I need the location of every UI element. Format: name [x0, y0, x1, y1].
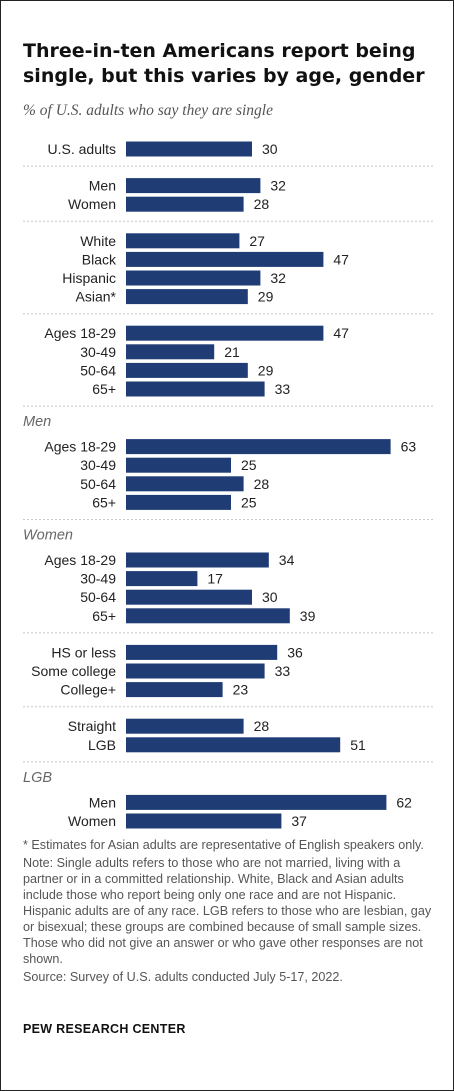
data-label: 17	[207, 571, 223, 587]
data-label: 39	[300, 608, 316, 624]
bar	[126, 178, 261, 194]
data-label: 27	[249, 233, 265, 249]
category-label: Women	[68, 813, 116, 829]
bar	[126, 457, 231, 473]
bar	[126, 289, 248, 305]
category-label: Men	[89, 178, 116, 194]
category-label: U.S. adults	[48, 141, 116, 157]
bar	[126, 794, 387, 810]
data-label: 25	[241, 494, 257, 510]
bar	[126, 552, 269, 568]
category-label: 30-49	[80, 457, 116, 473]
data-label: 33	[275, 663, 291, 679]
bar	[126, 663, 265, 679]
bar	[126, 737, 341, 753]
data-label: 37	[291, 813, 307, 829]
bar	[126, 494, 231, 510]
bar	[126, 644, 278, 660]
data-label: 47	[333, 251, 349, 267]
category-label: 30-49	[80, 344, 116, 360]
bar	[126, 251, 324, 267]
category-label: Straight	[68, 718, 116, 734]
data-label: 47	[333, 325, 349, 341]
bar	[126, 381, 265, 397]
bar	[126, 608, 290, 624]
category-label: 50-64	[80, 362, 116, 378]
data-label: 34	[279, 552, 295, 568]
group-label: LGB	[23, 770, 52, 786]
bar	[126, 141, 252, 157]
bar	[126, 718, 244, 734]
data-label: 62	[396, 794, 412, 810]
data-label: 36	[287, 644, 303, 660]
category-label: 30-49	[80, 571, 116, 587]
category-label: Ages 18-29	[44, 325, 116, 341]
bar	[126, 813, 282, 829]
data-label: 32	[270, 270, 286, 286]
bar	[126, 325, 324, 341]
chart-subtitle: % of U.S. adults who say they are single	[23, 102, 273, 119]
category-label: White	[80, 233, 116, 249]
data-label: 30	[262, 141, 278, 157]
data-label: 29	[258, 289, 274, 305]
bar	[126, 476, 244, 492]
asterisk-note: * Estimates for Asian adults are represe…	[23, 838, 424, 852]
data-label: 32	[270, 178, 286, 194]
group-label: Men	[23, 414, 51, 430]
data-label: 28	[254, 196, 270, 212]
data-label: 30	[262, 589, 278, 605]
category-label: Black	[82, 251, 117, 267]
category-label: Ages 18-29	[44, 439, 116, 455]
category-label: College+	[60, 682, 116, 698]
category-label: 65+	[92, 608, 116, 624]
data-label: 29	[258, 362, 274, 378]
category-label: Hispanic	[62, 270, 116, 286]
category-label: Ages 18-29	[44, 552, 116, 568]
data-label: 51	[350, 737, 366, 753]
data-label: 33	[275, 381, 291, 397]
data-label: 25	[241, 457, 257, 473]
bar	[126, 589, 252, 605]
bar	[126, 439, 391, 455]
category-label: Men	[89, 794, 116, 810]
group-label: Women	[23, 528, 73, 544]
category-label: Asian*	[76, 289, 117, 305]
bar	[126, 682, 223, 698]
category-label: Women	[68, 196, 116, 212]
chart-title: Three-in-ten Americans report being sing…	[23, 40, 425, 87]
category-label: LGB	[88, 737, 116, 753]
bar	[126, 233, 240, 249]
data-label: 63	[401, 439, 417, 455]
brand-logo-text: PEW RESEARCH CENTER	[23, 1022, 186, 1036]
methodology-note: Note: Single adults refers to those who …	[23, 856, 432, 966]
data-label: 23	[233, 682, 249, 698]
bar	[126, 571, 198, 587]
data-label: 28	[254, 476, 270, 492]
category-label: 50-64	[80, 476, 116, 492]
bar	[126, 362, 248, 378]
bar	[126, 270, 261, 286]
category-label: Some college	[31, 663, 116, 679]
source-note: Source: Survey of U.S. adults conducted …	[23, 970, 343, 984]
category-label: 65+	[92, 381, 116, 397]
bar	[126, 196, 244, 212]
bar	[126, 344, 215, 360]
category-label: 65+	[92, 494, 116, 510]
footnotes: * Estimates for Asian adults are represe…	[23, 837, 435, 987]
category-label: 50-64	[80, 589, 116, 605]
data-label: 21	[224, 344, 240, 360]
bar-chart: U.S. adults 30 Men 32 Women 28 White 27 Black 47 H…	[23, 141, 433, 829]
category-label: HS or less	[51, 644, 116, 660]
data-label: 28	[254, 718, 270, 734]
